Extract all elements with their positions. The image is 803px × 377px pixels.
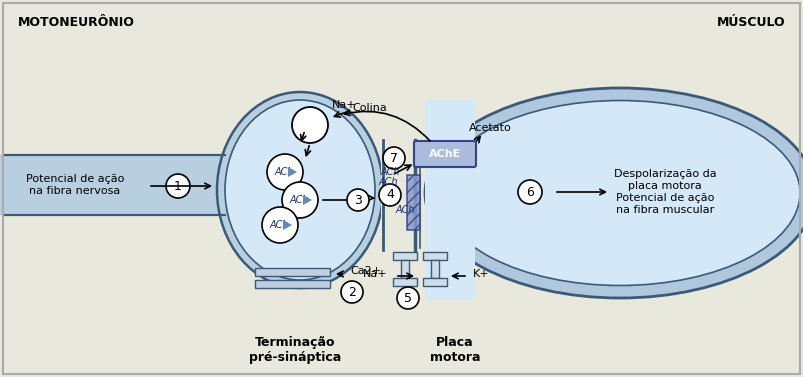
- Ellipse shape: [225, 100, 374, 280]
- Text: Despolarização da
placa motora: Despolarização da placa motora: [613, 169, 715, 191]
- FancyBboxPatch shape: [414, 141, 475, 167]
- Text: Na+: Na+: [363, 269, 388, 279]
- Text: ACh: ACh: [274, 167, 293, 177]
- Text: Potencial de ação
na fibra nervosa: Potencial de ação na fibra nervosa: [26, 174, 124, 196]
- Text: Terminação
pré-sináptica: Terminação pré-sináptica: [249, 336, 340, 364]
- Bar: [393, 278, 417, 286]
- Ellipse shape: [425, 88, 803, 298]
- Text: MÚSCULO: MÚSCULO: [716, 15, 785, 29]
- Text: Potencial de ação
na fibra muscular: Potencial de ação na fibra muscular: [615, 193, 713, 215]
- Circle shape: [165, 174, 190, 198]
- Circle shape: [397, 287, 418, 309]
- Bar: [406, 175, 419, 230]
- Bar: [255, 280, 329, 288]
- FancyArrowPatch shape: [344, 110, 430, 141]
- Circle shape: [267, 154, 303, 190]
- Text: Na+: Na+: [332, 100, 357, 110]
- Circle shape: [340, 281, 362, 303]
- Text: Placa
motora: Placa motora: [430, 336, 479, 364]
- Text: Acetato: Acetato: [468, 123, 511, 133]
- Circle shape: [517, 180, 541, 204]
- Text: Ca2+: Ca2+: [349, 266, 381, 276]
- Text: MOTONEURÔNIO: MOTONEURÔNIO: [18, 15, 135, 29]
- Bar: [381, 140, 414, 250]
- Circle shape: [291, 107, 328, 143]
- Text: ACh: ACh: [380, 167, 399, 177]
- Polygon shape: [220, 155, 230, 220]
- Text: ACh: ACh: [377, 177, 397, 187]
- Bar: [430, 260, 438, 278]
- Circle shape: [378, 184, 401, 206]
- Bar: [422, 278, 446, 286]
- Text: 2: 2: [348, 285, 356, 299]
- Text: 5: 5: [403, 291, 411, 305]
- Text: 7: 7: [389, 152, 397, 164]
- Ellipse shape: [439, 101, 799, 285]
- Text: 4: 4: [385, 188, 393, 201]
- Polygon shape: [287, 167, 296, 177]
- Ellipse shape: [217, 92, 382, 288]
- Polygon shape: [0, 150, 230, 220]
- Bar: [422, 252, 446, 260]
- Text: ACh: ACh: [289, 195, 308, 205]
- Bar: [393, 252, 417, 260]
- Circle shape: [382, 147, 405, 169]
- Circle shape: [347, 189, 369, 211]
- Text: AChE: AChE: [428, 149, 461, 159]
- Polygon shape: [303, 195, 312, 205]
- Text: ACh: ACh: [395, 205, 414, 215]
- Text: 1: 1: [173, 179, 181, 193]
- Bar: [425, 100, 475, 300]
- Text: 6: 6: [525, 185, 533, 199]
- Circle shape: [282, 182, 318, 218]
- Bar: [401, 260, 409, 278]
- Circle shape: [262, 207, 298, 243]
- Text: 3: 3: [353, 193, 361, 207]
- Text: ACh: ACh: [269, 220, 288, 230]
- Bar: [255, 268, 329, 276]
- Polygon shape: [283, 220, 291, 230]
- Text: Colina: Colina: [353, 103, 387, 113]
- Text: K+: K+: [472, 269, 489, 279]
